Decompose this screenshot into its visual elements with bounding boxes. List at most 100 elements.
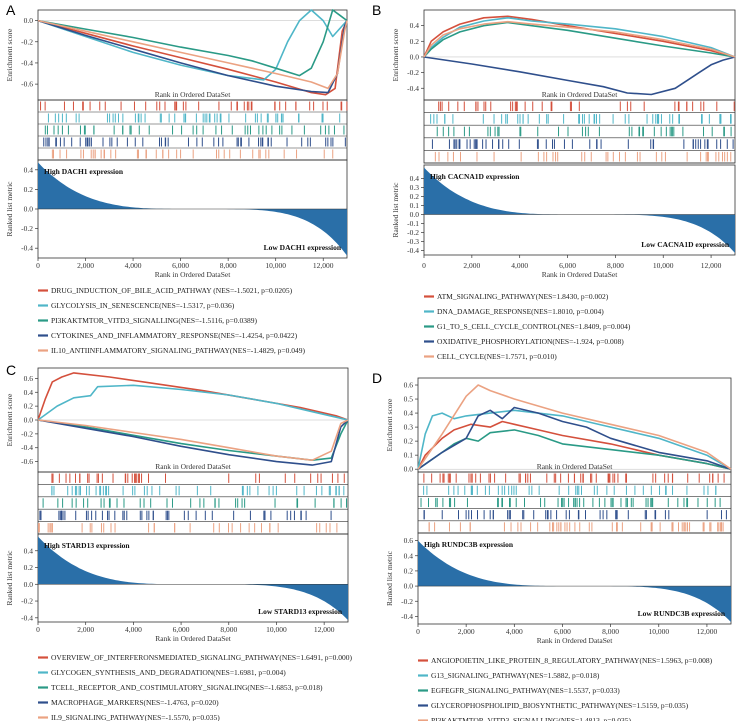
xtick-label: 10,000 [653,261,674,270]
metric-ytick-label: 0.6 [404,536,414,545]
es-curve-2 [37,9,348,81]
metric-ylabel: Ranked list metric [385,550,394,606]
metric-ytick-label: 0.4 [404,551,414,560]
es-ytick-label: 0.6 [404,381,414,390]
es-curve-3 [37,9,348,77]
legend-label: CYTOKINES_AND_INFLAMMATORY_RESPONSE(NES=… [51,331,298,340]
es-curve-1 [423,15,736,58]
legend-label: EGFEGFR_SIGNALING_PATHWAY(NES=1.5537, p=… [431,686,620,695]
metric-xlabel: Rank in Ordered DataSet [537,636,614,645]
legend-label: GLYCEROPHOSPHOLIPID_BIOSYNTHETIC_PATHWAY… [431,701,689,710]
panel-letter: A [6,2,16,18]
legend-label: MACROPHAGE_MARKERS(NES=-1.4763, p=0.020) [51,698,219,707]
high-expression-label: High CACNA1D expression [430,172,520,181]
metric-ytick-label: 0.0 [404,582,414,591]
es-ylabel: Enrichment score [391,28,400,81]
es-ytick-label: -0.6 [21,80,33,89]
hit-strip-frame [37,471,349,535]
xtick-label: 6,000 [172,261,189,270]
xtick-label: 12,000 [697,627,718,636]
xtick-label: 0 [36,261,40,270]
es-curve-4 [423,56,736,96]
low-expression-label: Low DACH1 expression [264,243,342,252]
xtick-label: 0 [36,625,40,634]
es-ytick-label: 0.3 [404,423,414,432]
es-ytick-label: -0.4 [21,443,33,452]
es-ytick-label: -0.4 [21,58,33,67]
metric-ytick-label: 0.0 [24,580,34,589]
metric-ytick-label: 0.1 [410,201,420,210]
es-ytick-label: 0.4 [404,409,414,418]
xtick-label: 4,000 [506,627,523,636]
xtick-label: 12,000 [313,261,334,270]
legend-label: GLYCOLYSIS_IN_SENESCENCE(NES=-1.5317, p=… [51,301,235,310]
legend-label: DRUG_INDUCTION_OF_BILE_ACID_PATHWAY (NES… [51,286,293,295]
metric-ytick-label: 0.3 [410,183,420,192]
panel-C: C 0.6 0.4 0.2 0.0 -0.2 -0.4 -0.6 Enrichment scor… [5,362,353,721]
metric-ylabel: Ranked list metric [5,550,14,606]
legend-label: G13_SIGNALING_PATHWAY(NES=1.5882, p=0.01… [431,671,600,680]
es-ytick-label: 0.2 [410,37,420,46]
es-ytick-label: -0.4 [407,84,419,93]
xtick-label: 4,000 [511,261,528,270]
metric-ytick-label: -0.2 [401,597,413,606]
es-ytick-label: -0.2 [407,68,419,77]
es-ytick-label: 0.2 [24,402,34,411]
es-curve-1 [37,372,349,421]
panel-A: A 0.0 -0.2 -0.4 -0.6 Enrichment score Rank in … [5,2,348,355]
xtick-label: 0 [416,627,420,636]
es-ytick-label: -0.2 [21,37,33,46]
metric-ylabel: Ranked list metric [5,181,14,237]
es-xlabel: Rank in Ordered DataSet [537,462,614,471]
ranked-metric-area [424,167,735,253]
es-ytick-label: 0.1 [404,451,414,460]
xtick-label: 0 [422,261,426,270]
ranked-metric-area [38,536,348,621]
legend-label: OVERVIEW_OF_INTERFERONSMEDIATED_SIGNALIN… [51,653,353,662]
panel-letter: C [6,362,16,378]
es-ytick-label: 0.0 [24,16,34,25]
xtick-label: 8,000 [607,261,624,270]
xtick-label: 6,000 [554,627,571,636]
metric-ytick-label: -0.2 [407,228,419,237]
xtick-label: 10,000 [266,625,287,634]
low-expression-label: Low CACNA1D expression [641,240,730,249]
es-ytick-label: 0.2 [404,437,414,446]
legend-label: IL9_SIGNALING_PATHWAY(NES=-1.5570, p=0.0… [51,713,220,721]
xtick-label: 2,000 [458,627,475,636]
xtick-label: 6,000 [559,261,576,270]
metric-ytick-label: 0.4 [24,165,34,174]
metric-ytick-label: -0.1 [407,219,419,228]
es-ytick-label: 0.0 [410,52,420,61]
xtick-label: 8,000 [220,625,237,634]
metric-xlabel: Rank in Ordered DataSet [155,270,232,279]
legend-label: OXIDATIVE_PHOSPHORYLATION(NES=-1.924, p=… [437,337,624,346]
panel-letter: B [372,2,381,18]
es-curve-5 [37,19,348,90]
legend-label: GLYCOGEN_SYNTHESIS_AND_DEGRADATION(NES=1… [51,668,286,677]
metric-xlabel: Rank in Ordered DataSet [542,270,619,279]
xtick-label: 10,000 [265,261,286,270]
metric-ytick-label: -0.4 [21,244,33,253]
es-curve-4 [417,406,732,470]
xtick-label: 10,000 [648,627,669,636]
es-ytick-label: 0.0 [24,416,34,425]
low-expression-label: Low RUNDC3B expression [638,609,726,618]
metric-ytick-label: 0.2 [410,192,420,201]
xtick-label: 2,000 [463,261,480,270]
es-curve-5 [417,384,732,470]
xtick-label: 2,000 [77,625,94,634]
legend-label: DNA_DAMAGE_RESPONSE(NES=1.8010, p=0.004) [437,307,604,316]
es-curve-2 [417,409,732,470]
es-ytick-label: 0.4 [410,21,420,30]
metric-ytick-label: -0.4 [407,246,419,255]
xtick-label: 12,000 [701,261,722,270]
high-expression-label: High RUNDC3B expression [424,540,514,549]
metric-ytick-label: 0.2 [404,566,414,575]
metric-ytick-label: 0.2 [24,185,34,194]
es-ylabel: Enrichment score [385,398,394,451]
es-xlabel: Rank in Ordered DataSet [155,90,232,99]
xtick-label: 8,000 [602,627,619,636]
metric-xlabel: Rank in Ordered DataSet [155,634,232,643]
metric-ylabel: Ranked list metric [391,182,400,238]
